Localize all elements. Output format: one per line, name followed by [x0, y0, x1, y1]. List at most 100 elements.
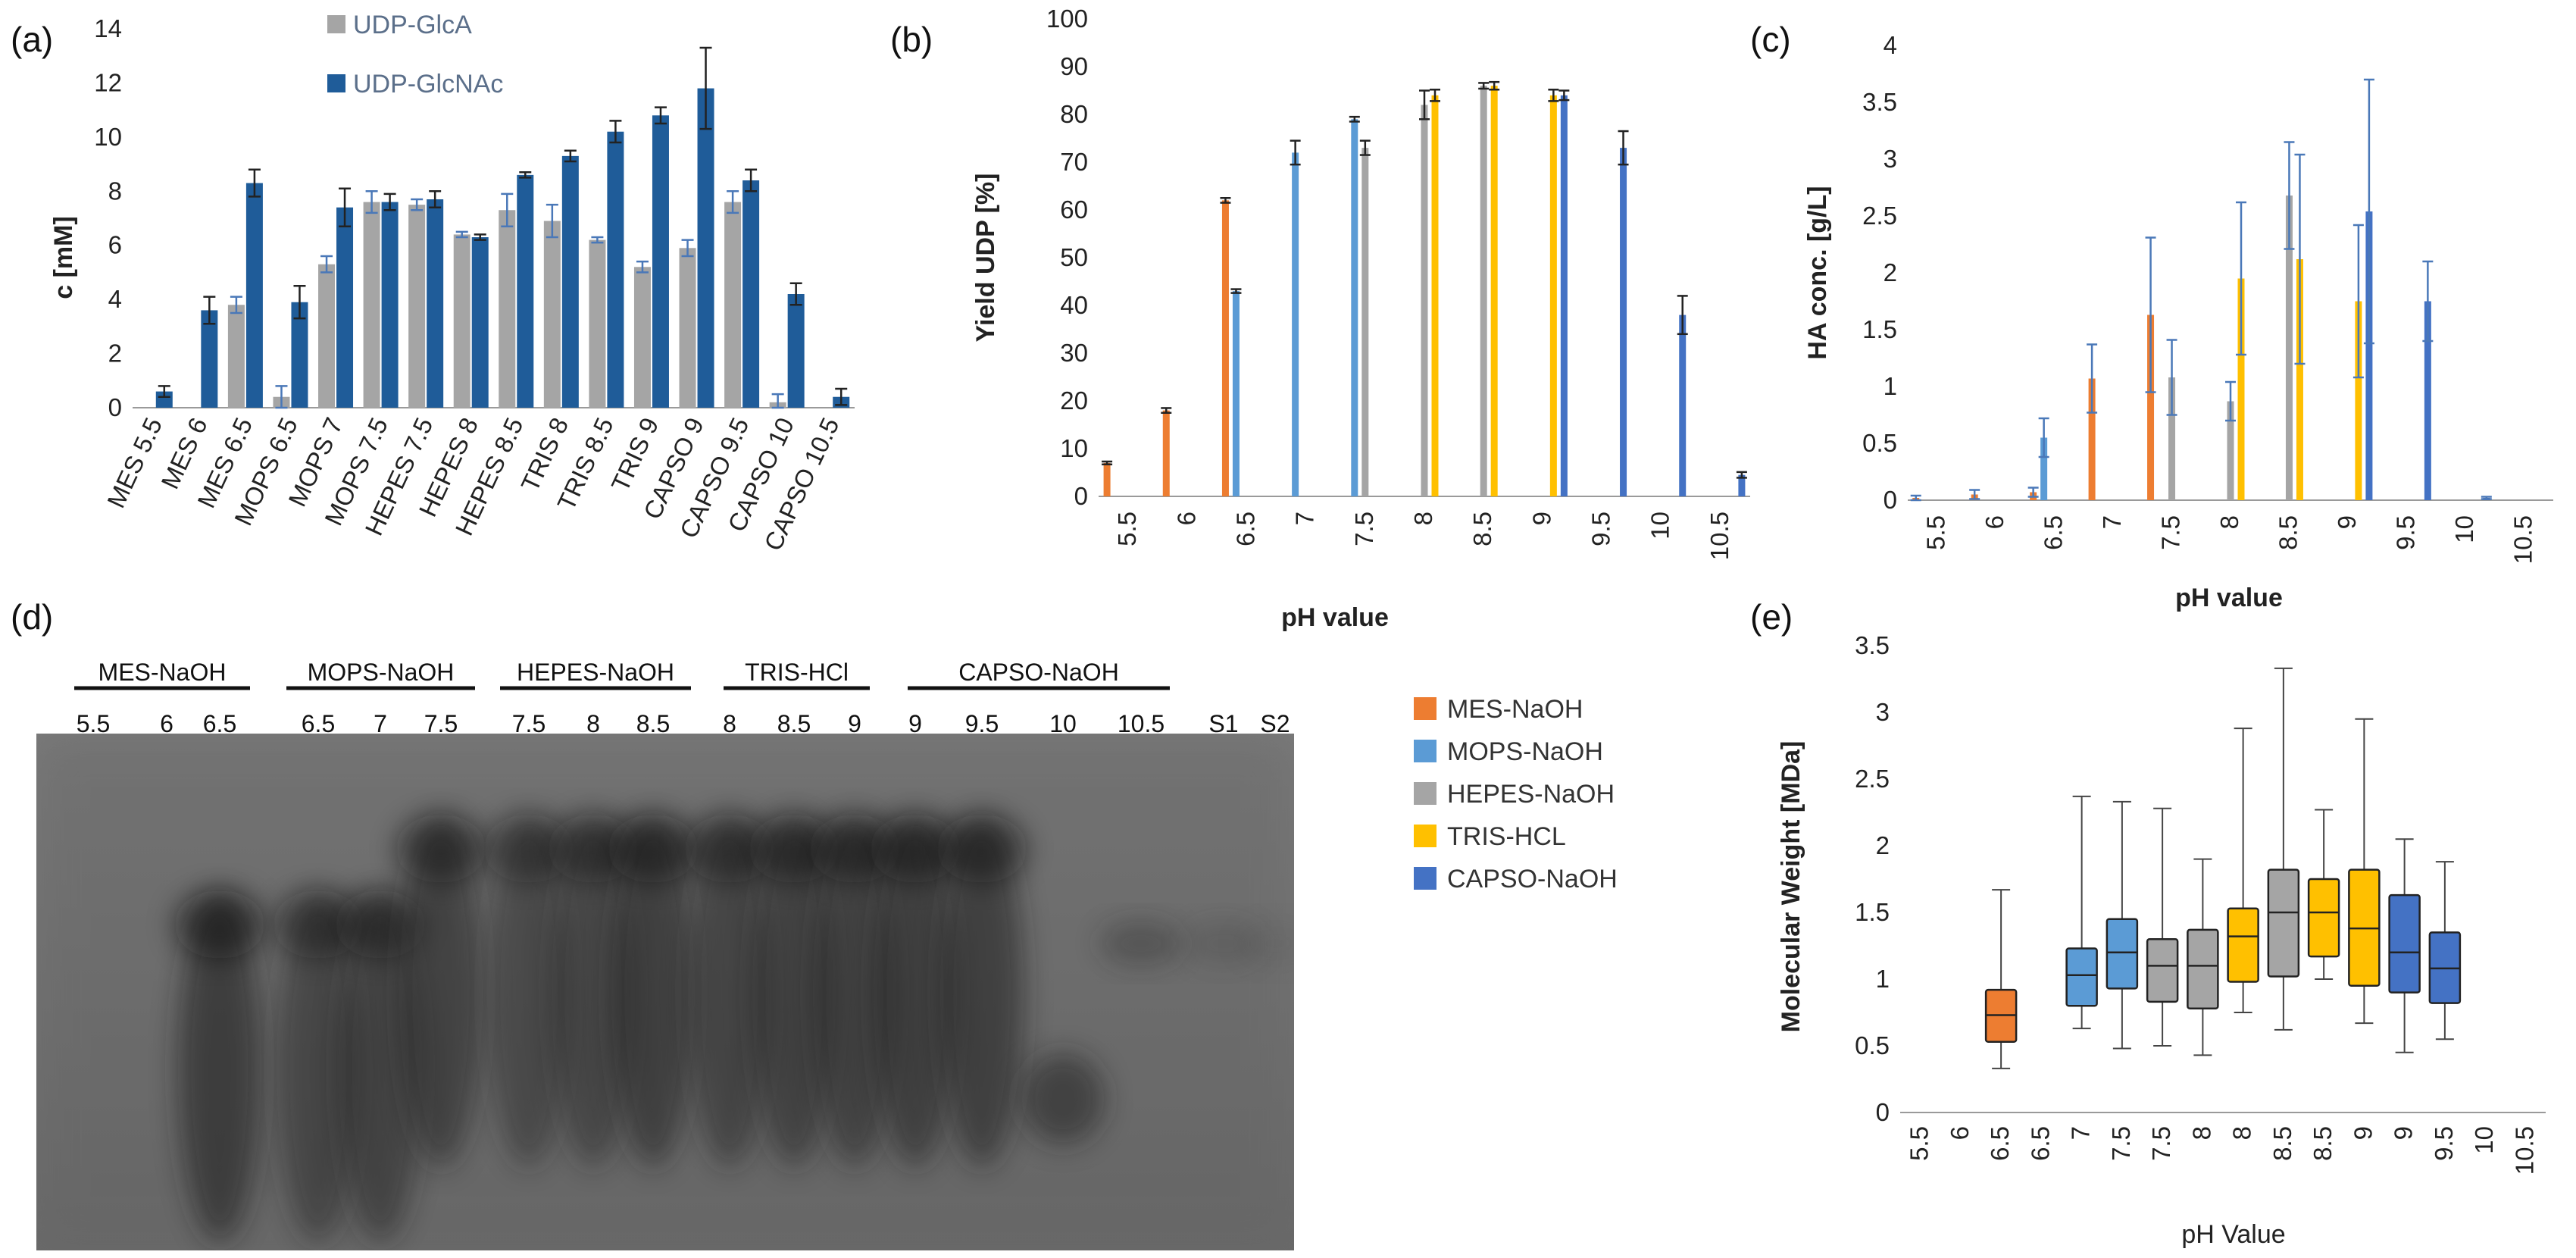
panel-b-bar	[1738, 474, 1746, 496]
panel-a-y-tick: 0	[108, 393, 122, 421]
panel-b-y-axis-title: Yield UDP [%]	[971, 174, 1000, 343]
panel-b-x-tick: 7	[1291, 512, 1319, 525]
panel-e-x-tick: 8	[2228, 1126, 2256, 1140]
panel-b-y-tick: 90	[1060, 52, 1088, 80]
buffer-legend: MES-NaOH MOPS-NaOH HEPES-NaOH TRIS-HCL CAPSO…	[1414, 695, 1618, 893]
gel-lane-label: 8	[586, 710, 600, 737]
gel-lane-label: 8.5	[636, 710, 670, 737]
panel-b-x-tick: 5.5	[1113, 512, 1141, 546]
panel-b-bar	[1351, 119, 1358, 497]
panel-b-bar	[1620, 148, 1627, 496]
gel-lane-label: 5.5	[77, 710, 110, 737]
gel-lane-label: 7	[374, 710, 387, 737]
panel-a-chart: c [mM] UDP-GlcA UDP-GlcNAc 0 2 4 6 8 10 12 14 ME…	[49, 11, 855, 555]
panel-c-y-tick: 2	[1884, 258, 1897, 286]
gel-group-label: CAPSO-NaOH	[958, 659, 1119, 686]
legend-swatch	[1414, 782, 1436, 805]
gel-group-label: MES-NaOH	[98, 659, 227, 686]
panel-e-y-tick: 0	[1876, 1098, 1890, 1126]
gel-lane-band	[273, 890, 364, 959]
panel-a-y-tick: 2	[108, 340, 122, 368]
panel-b-y-tick: 10	[1060, 434, 1088, 462]
gel-smears	[36, 734, 1294, 1250]
gel-lane-band	[608, 815, 699, 883]
gel-lane-smear	[178, 894, 261, 1243]
gel-lane-label: 9	[848, 710, 861, 737]
panel-b-x-tick: 9.5	[1587, 512, 1615, 546]
gel-lane-band	[395, 815, 486, 883]
panel-a-y-tick: 14	[94, 14, 122, 42]
panel-label-d: (d)	[11, 597, 53, 637]
gel-group-label: MOPS-NaOH	[308, 659, 455, 686]
panel-a-y-tick: 10	[94, 123, 122, 151]
gel-lane-smear	[752, 818, 836, 1167]
panel-b-x-tick: 6.5	[1231, 512, 1259, 546]
panel-b-y-tick: 40	[1060, 291, 1088, 319]
panel-a-bar	[561, 155, 579, 408]
panel-label-a: (a)	[11, 20, 53, 59]
panel-b-bar	[1480, 86, 1487, 496]
box-body	[2106, 918, 2139, 990]
panel-b-bar	[1221, 200, 1229, 496]
panel-b-y-tick: 70	[1060, 148, 1088, 176]
panel-c-x-tick: 7.5	[2157, 515, 2185, 550]
panel-c-x-tick: 8.5	[2274, 515, 2302, 550]
legend-swatch-udp-glcnac	[327, 74, 345, 92]
panel-e-x-tick: 8.5	[2309, 1126, 2337, 1161]
panel-b-bar	[1361, 148, 1369, 496]
gel-lane-smear	[487, 818, 571, 1167]
panel-e-x-tick: 6	[1946, 1126, 1974, 1140]
legend-swatch	[1414, 867, 1436, 890]
panel-b-bar	[1421, 105, 1428, 496]
panel-c-bar	[2227, 401, 2234, 500]
panel-a-bar	[227, 305, 245, 408]
panel-b-chart: Yield UDP [%] pH value 0 10 20 30 40 50 60 70 80…	[971, 5, 1750, 632]
panel-a-bar	[742, 180, 760, 408]
panel-b-y-tick: 50	[1060, 243, 1088, 271]
panel-e-x-tick: 5.5	[1905, 1126, 1934, 1161]
panel-b-x-tick: 10.5	[1705, 512, 1733, 560]
panel-a-bar	[499, 210, 516, 408]
panel-c-x-tick: 6	[1980, 515, 2009, 529]
panel-a-bar	[453, 234, 470, 408]
gel-lane-label: 7.5	[424, 710, 458, 737]
legend-swatch-udp-glca	[327, 15, 345, 33]
panel-e-chart: Molecular Weight [MDa] pH Value 0 0.5 1 1.5…	[1777, 631, 2546, 1249]
panel-b-y-tick: 20	[1060, 386, 1088, 415]
panel-b-bar	[1549, 95, 1557, 497]
panel-b-bar	[1103, 462, 1111, 496]
gel-lane-label: 8.5	[777, 710, 811, 737]
panel-a-y-tick: 6	[108, 231, 122, 259]
panel-b-x-tick: 6	[1172, 512, 1200, 525]
panel-a-bar	[336, 207, 354, 408]
panel-label-c: (c)	[1750, 20, 1791, 59]
panel-e-x-tick: 6.5	[1986, 1126, 2014, 1161]
panel-b-bar	[1679, 314, 1687, 496]
panel-b-bar	[1560, 95, 1568, 497]
gel-lane-smear	[277, 894, 360, 1243]
box-body	[2227, 907, 2259, 983]
panel-a-bar	[318, 264, 336, 408]
panel-a-bar	[471, 237, 489, 408]
panel-a-bar	[697, 88, 714, 408]
panel-c-bar	[2237, 278, 2245, 500]
panel-e-x-tick: 9	[2349, 1126, 2377, 1140]
gel-group-label: TRIS-HCl	[745, 659, 849, 686]
panel-a-bar	[245, 183, 263, 408]
panel-b-y-tick: 0	[1074, 482, 1088, 510]
panel-a-y-tick: 8	[108, 177, 122, 205]
panel-a-y-axis-title: c [mM]	[49, 216, 78, 299]
panel-b-x-tick: 8.5	[1468, 512, 1496, 546]
panel-c-x-tick: 10.5	[2509, 515, 2537, 564]
panel-e-y-tick: 2.5	[1855, 765, 1890, 793]
panel-b-bar	[1431, 95, 1439, 497]
gel-lane-band	[483, 815, 574, 883]
panel-b-x-axis-title: pH value	[1281, 603, 1389, 632]
panel-a-bar	[543, 221, 561, 408]
legend-label: MES-NaOH	[1447, 695, 1583, 724]
panel-c-bar	[2088, 378, 2096, 500]
panel-c-x-tick: 7	[2098, 515, 2126, 529]
panel-c-x-tick: 6.5	[2040, 515, 2068, 550]
legend-label: TRIS-HCL	[1447, 822, 1566, 851]
